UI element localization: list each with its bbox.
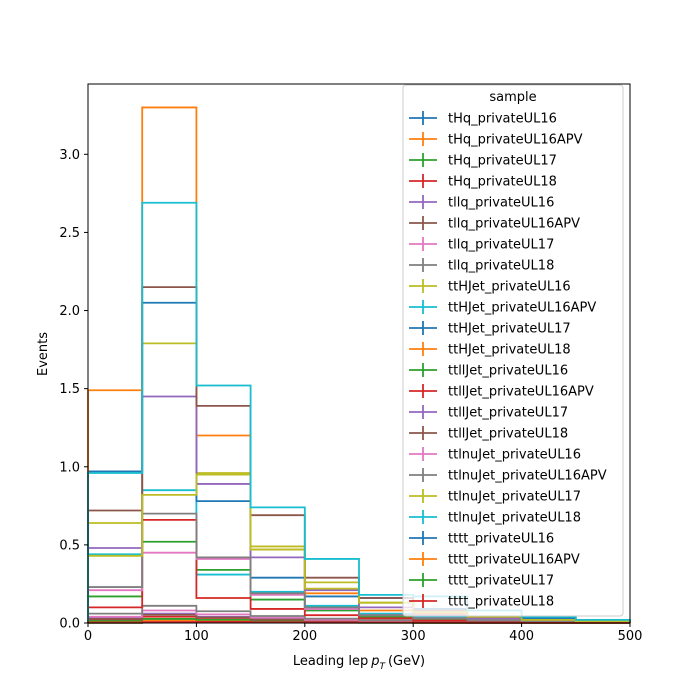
legend-label: ttllJet_privateUL17 bbox=[448, 406, 568, 421]
legend-title: sample bbox=[489, 90, 536, 105]
x-tick-label: 500 bbox=[618, 629, 643, 644]
legend-label: ttllJet_privateUL18 bbox=[448, 427, 568, 442]
y-tick-label: 3.0 bbox=[59, 148, 80, 163]
x-axis-label: Leading lep pT (GeV) bbox=[293, 654, 425, 672]
series-step-ttlnujet-privateul16apv bbox=[87, 512, 631, 624]
legend-item-tttt-privateul16: tttt_privateUL16 bbox=[409, 531, 554, 547]
y-tick-label: 2.0 bbox=[59, 304, 80, 319]
legend: sample tHq_privateUL16 tHq_privateUL16APV… bbox=[402, 84, 624, 617]
legend-item-ttlnujet-privateul18: ttlnuJet_privateUL18 bbox=[409, 510, 581, 526]
legend-label: ttHJet_privateUL16APV bbox=[448, 301, 596, 316]
x-tick-label: 300 bbox=[401, 629, 426, 644]
legend-item-tthjet-privateul16apv: ttHJet_privateUL16APV bbox=[409, 300, 596, 316]
legend-item-tttt-privateul16apv: tttt_privateUL16APV bbox=[409, 552, 580, 568]
x-axis-label-p: p bbox=[370, 654, 379, 669]
x-tick-label: 0 bbox=[84, 629, 92, 644]
y-axis-label: Events bbox=[36, 332, 51, 376]
legend-label: ttlnuJet_privateUL16APV bbox=[448, 469, 607, 484]
legend-label: ttHJet_privateUL16 bbox=[448, 280, 571, 295]
legend-item-ttlnujet-privateul17: ttlnuJet_privateUL17 bbox=[409, 489, 581, 505]
legend-item-tllq-privateul16apv: tllq_privateUL16APV bbox=[409, 216, 580, 232]
legend-box bbox=[402, 84, 624, 617]
legend-item-tthjet-privateul16: ttHJet_privateUL16 bbox=[409, 279, 571, 295]
legend-item-thq-privateul18: tHq_privateUL18 bbox=[409, 174, 557, 190]
legend-item-ttlnujet-privateul16apv: ttlnuJet_privateUL16APV bbox=[409, 468, 607, 484]
x-axis-label-main: Leading lep bbox=[293, 654, 368, 669]
legend-label: ttHJet_privateUL18 bbox=[448, 343, 571, 358]
x-axis-ticks: 0 100 200 300 400 500 bbox=[84, 623, 643, 644]
series-step-ttlnujet-privateul18 bbox=[87, 201, 631, 623]
y-tick-label: 1.0 bbox=[59, 460, 80, 475]
y-axis-ticks: 0.0 0.5 1.0 1.5 2.0 2.5 3.0 bbox=[59, 148, 88, 632]
legend-label: tllq_privateUL16 bbox=[448, 196, 554, 211]
y-tick-label: 0.0 bbox=[59, 617, 80, 632]
legend-label: tttt_privateUL17 bbox=[448, 574, 554, 589]
legend-label: tHq_privateUL16APV bbox=[448, 133, 583, 148]
legend-label: tHq_privateUL18 bbox=[448, 175, 557, 190]
legend-item-ttlljet-privateul16apv: ttllJet_privateUL16APV bbox=[409, 384, 594, 400]
legend-label: tllq_privateUL18 bbox=[448, 259, 554, 274]
legend-item-thq-privateul16apv: tHq_privateUL16APV bbox=[409, 132, 583, 148]
legend-item-tttt-privateul18: tttt_privateUL18 bbox=[409, 594, 554, 610]
legend-items: tHq_privateUL16 tHq_privateUL16APV tHq_pri… bbox=[409, 111, 607, 610]
legend-item-tllq-privateul16: tllq_privateUL16 bbox=[409, 195, 554, 211]
legend-item-ttlljet-privateul18: ttllJet_privateUL18 bbox=[409, 426, 568, 442]
legend-item-thq-privateul16: tHq_privateUL16 bbox=[409, 111, 557, 127]
legend-label: tllq_privateUL17 bbox=[448, 238, 554, 253]
y-tick-label: 1.5 bbox=[59, 382, 80, 397]
x-axis-label-unit: (GeV) bbox=[388, 654, 425, 669]
legend-label: tttt_privateUL16 bbox=[448, 532, 554, 547]
legend-item-tthjet-privateul17: ttHJet_privateUL17 bbox=[409, 321, 571, 337]
axes-frame bbox=[87, 83, 631, 624]
x-tick-label: 200 bbox=[292, 629, 317, 644]
legend-item-tttt-privateul17: tttt_privateUL17 bbox=[409, 573, 554, 589]
legend-item-ttlljet-privateul16: ttllJet_privateUL16 bbox=[409, 363, 568, 379]
legend-item-ttlljet-privateul17: ttllJet_privateUL17 bbox=[409, 405, 568, 421]
legend-item-thq-privateul17: tHq_privateUL17 bbox=[409, 153, 557, 169]
legend-label: tHq_privateUL16 bbox=[448, 112, 557, 127]
x-axis-label-subscript: T bbox=[379, 662, 386, 672]
legend-item-tllq-privateul18: tllq_privateUL18 bbox=[409, 258, 554, 274]
legend-label: tHq_privateUL17 bbox=[448, 154, 557, 169]
legend-label: tllq_privateUL16APV bbox=[448, 217, 580, 232]
legend-label: tttt_privateUL16APV bbox=[448, 553, 580, 568]
y-tick-label: 0.5 bbox=[59, 538, 80, 553]
legend-label: tttt_privateUL18 bbox=[448, 595, 554, 610]
legend-label: ttllJet_privateUL16APV bbox=[448, 385, 594, 400]
legend-label: ttllJet_privateUL16 bbox=[448, 364, 568, 379]
legend-label: ttlnuJet_privateUL18 bbox=[448, 511, 581, 526]
legend-item-tllq-privateul17: tllq_privateUL17 bbox=[409, 237, 554, 253]
legend-label: ttlnuJet_privateUL16 bbox=[448, 448, 581, 463]
x-tick-label: 400 bbox=[509, 629, 534, 644]
legend-item-tthjet-privateul18: ttHJet_privateUL18 bbox=[409, 342, 571, 358]
x-tick-label: 100 bbox=[184, 629, 209, 644]
legend-label: ttHJet_privateUL17 bbox=[448, 322, 571, 337]
y-tick-label: 2.5 bbox=[59, 226, 80, 241]
legend-label: ttlnuJet_privateUL17 bbox=[448, 490, 581, 505]
legend-item-ttlnujet-privateul16: ttlnuJet_privateUL16 bbox=[409, 447, 581, 463]
